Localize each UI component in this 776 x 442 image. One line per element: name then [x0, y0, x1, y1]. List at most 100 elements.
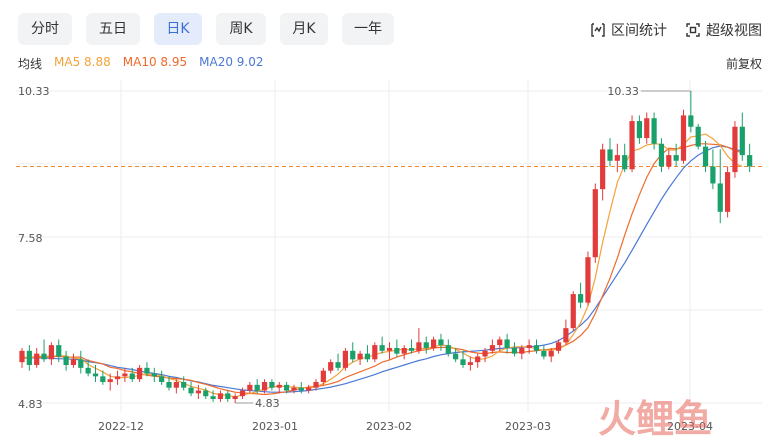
candle-body — [166, 382, 172, 388]
candle-body — [78, 359, 84, 368]
candle-body — [563, 328, 569, 343]
candle-body — [533, 345, 540, 351]
candle-body — [710, 166, 716, 184]
ma10-line — [21, 143, 743, 396]
tab-weekly-k[interactable]: 周K — [216, 13, 266, 45]
ma20-legend: MA20 9.02 — [199, 55, 264, 69]
candle-body — [423, 342, 429, 348]
candle-body — [350, 350, 356, 360]
y-axis-tick-label: 4.83 — [18, 398, 43, 411]
x-axis-tick-label: 2023-04 — [667, 420, 713, 433]
candle-body — [261, 382, 268, 391]
candle-body — [519, 347, 525, 354]
candle-body — [114, 376, 121, 380]
candle-body — [592, 189, 598, 258]
candle-body — [475, 356, 481, 363]
candle-body — [291, 387, 297, 391]
candle-body — [401, 347, 407, 354]
candle-body — [460, 359, 466, 365]
candle-body — [122, 373, 128, 377]
candle-body — [26, 350, 32, 365]
ma5-legend: MA5 8.88 — [54, 55, 111, 69]
candle-body — [644, 118, 650, 139]
tab-one-year[interactable]: 一年 — [342, 13, 394, 45]
ma-legend-title: 均线 — [18, 57, 43, 71]
candle-body — [203, 390, 209, 397]
ma20-line — [22, 145, 743, 393]
super-chart-button[interactable]: 超级视图 — [685, 20, 762, 40]
candle-body — [673, 155, 679, 161]
period-tabs: 分时 五日 日K 周K 月K 一年 — [18, 13, 394, 45]
candle-body — [394, 347, 400, 354]
y-axis-tick-label: 10.33 — [18, 85, 50, 98]
candle-body — [298, 387, 304, 391]
candle-body — [570, 294, 576, 329]
candle-body — [526, 345, 532, 348]
candle-body — [159, 376, 165, 383]
candle-body — [144, 367, 150, 374]
candle-body — [600, 149, 606, 190]
candle-body — [195, 390, 201, 394]
price-adjust-button[interactable]: 前复权 — [725, 57, 762, 71]
interval-stats-button[interactable]: 区间统计 — [590, 20, 667, 40]
candle-body — [188, 387, 194, 394]
candle-body — [555, 342, 562, 351]
candle-body — [408, 347, 415, 351]
candle-body — [48, 345, 54, 360]
candle-body — [19, 350, 25, 363]
chart-tools: 区间统计 超级视图 — [590, 20, 762, 40]
candle-body — [357, 353, 363, 360]
candle-body — [328, 362, 334, 371]
candle-body — [732, 126, 738, 173]
interval-stats-icon — [591, 23, 605, 37]
candle-body — [651, 118, 657, 144]
fullscreen-icon — [686, 23, 700, 37]
candle-body — [239, 390, 246, 397]
interval-stats-label: 区间统计 — [611, 23, 667, 39]
candle-body — [92, 373, 99, 377]
candle-body — [173, 382, 179, 388]
candle-body — [151, 373, 157, 377]
candle-body — [107, 379, 113, 383]
candle-body — [210, 396, 216, 400]
candle-body — [41, 353, 47, 360]
candle-body — [482, 350, 488, 357]
y-axis-tick-label: 7.58 — [18, 232, 43, 245]
candle-body — [276, 384, 282, 388]
ma5-line — [21, 133, 743, 398]
watermark-text: 火鲤鱼 — [598, 397, 712, 440]
candle-body — [416, 342, 422, 351]
candle-body — [320, 370, 326, 383]
tab-intraday[interactable]: 分时 — [18, 13, 72, 45]
candle-body — [372, 345, 378, 360]
candle-body — [335, 362, 341, 368]
candle-body — [379, 345, 385, 351]
candle-body — [269, 382, 275, 388]
candle-body — [386, 347, 393, 351]
candle-body — [695, 126, 701, 147]
tab-monthly-k[interactable]: 月K — [280, 13, 328, 45]
candle-body — [313, 382, 319, 388]
tab-daily-k[interactable]: 日K — [154, 13, 202, 45]
candle-body — [489, 345, 495, 351]
candle-body — [585, 257, 591, 303]
candle-body — [438, 339, 444, 346]
candle-body — [431, 339, 437, 348]
watermark-logo: 火鲤鱼 — [598, 397, 712, 440]
candle-body — [629, 121, 635, 170]
candle-body — [688, 115, 694, 127]
candle-body — [63, 356, 69, 365]
candle-body — [232, 396, 238, 400]
candle-body — [578, 294, 584, 303]
candle-body — [511, 347, 518, 354]
candle-body — [217, 393, 224, 400]
candle-body — [702, 146, 709, 167]
candle-body — [541, 350, 547, 357]
candle-body — [622, 155, 628, 170]
tab-five-day[interactable]: 五日 — [86, 13, 140, 45]
candle-body — [658, 143, 665, 167]
candle-body — [181, 382, 187, 388]
candle-body — [725, 172, 731, 212]
candle-body — [129, 373, 135, 380]
